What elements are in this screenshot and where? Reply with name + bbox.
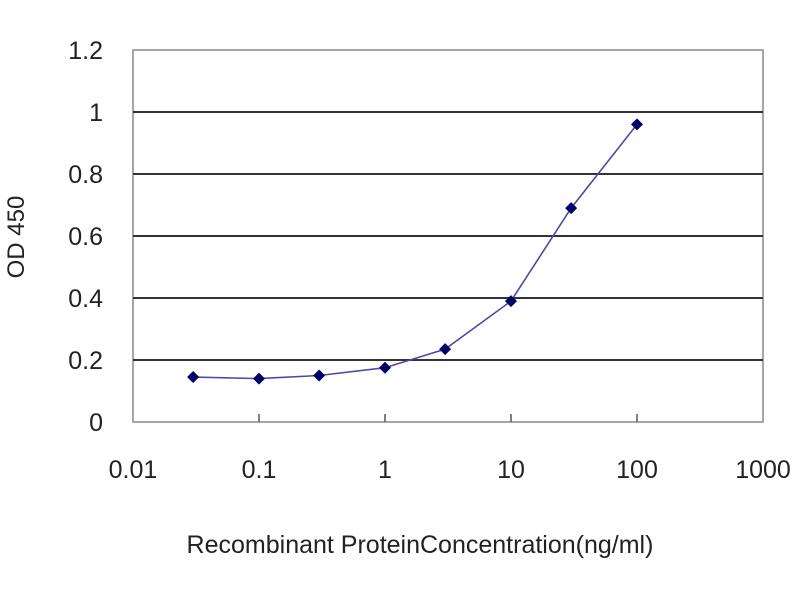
data-point: [253, 372, 265, 385]
x-tick-label: 1000: [735, 456, 791, 484]
y-tick-label: 0.4: [68, 285, 103, 313]
y-tick-label: 0.6: [68, 223, 103, 251]
data-point: [313, 369, 326, 382]
x-tick-label: 1: [378, 456, 392, 484]
series: [187, 118, 643, 385]
y-tick-label: 0.2: [68, 347, 103, 375]
y-tick-label: 1.2: [68, 37, 103, 65]
y-tick-label: 0.8: [68, 161, 103, 189]
y-axis-label: OD 450: [3, 196, 30, 279]
x-axis: 0.01 0.1 1 10 100 1000: [109, 414, 791, 484]
x-tick-label: 0.01: [109, 456, 158, 484]
data-point: [439, 343, 452, 356]
gridlines: [133, 111, 763, 361]
data-point: [631, 118, 643, 131]
data-point: [505, 295, 517, 308]
y-tick-label: 1: [89, 99, 103, 127]
x-tick-label: 10: [497, 456, 525, 484]
x-tick-label: 100: [616, 456, 658, 484]
series-line: [193, 123, 638, 380]
x-tick-label: 0.1: [242, 456, 277, 484]
data-point: [379, 361, 391, 374]
data-point: [187, 371, 200, 384]
y-axis: 0 0.2 0.4 0.6 0.8 1 1.2: [68, 37, 103, 437]
y-tick-label: 0: [89, 409, 103, 437]
data-point: [565, 202, 578, 215]
x-axis-label: Recombinant ProteinConcentration(ng/ml): [187, 531, 654, 559]
